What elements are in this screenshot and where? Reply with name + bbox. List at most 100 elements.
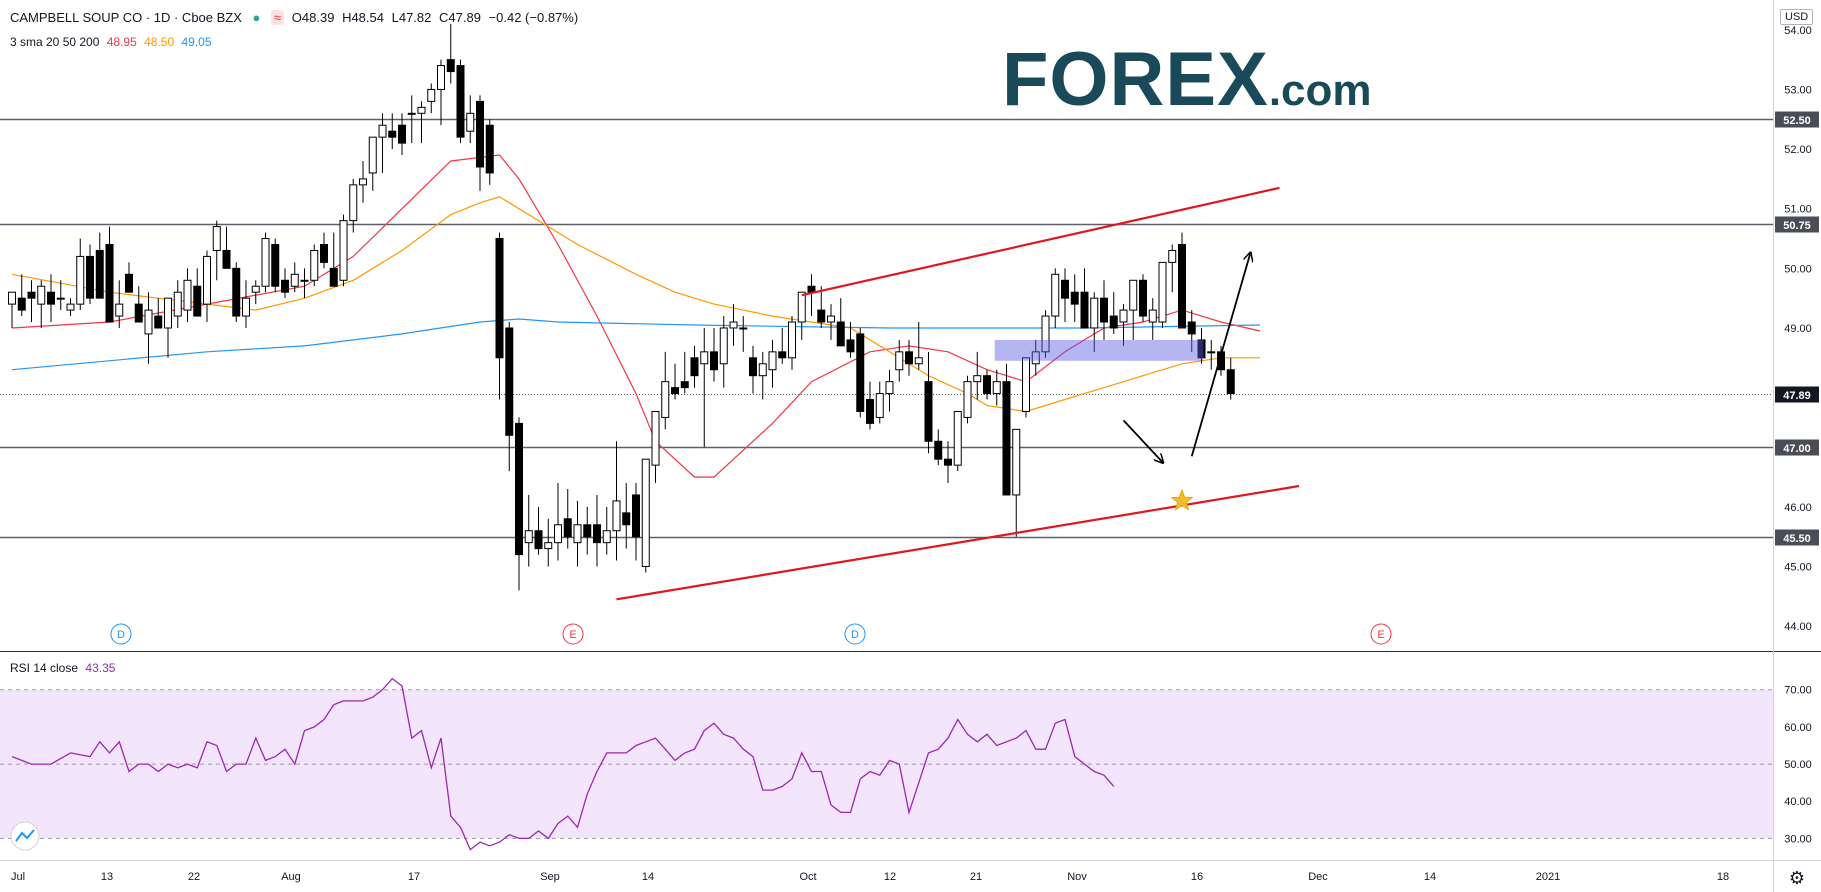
candle [212,220,221,281]
candle-body [846,339,855,353]
candle-body [622,512,631,526]
candle [115,280,124,328]
candle [534,506,543,555]
candle [134,286,143,323]
level-label-bg [1775,529,1819,546]
candle [1051,268,1060,328]
sma-legend[interactable]: 3 sma 20 50 200 48.95 48.50 49.05 [10,35,212,49]
candle-body [368,136,377,174]
compare-icon[interactable]: ≈ [271,10,285,25]
earnings-marker-label: E [569,629,576,641]
price-tick-label: 52.00 [1784,144,1812,156]
candle-body [164,297,172,329]
candle-body [95,249,104,299]
candle [378,113,387,173]
trend-line[interactable] [801,186,1280,297]
sma50-value: 48.50 [144,35,175,49]
symbol-title[interactable]: CAMPBELL SOUP CO · 1D · Cboe BZX [10,10,242,25]
candle [602,506,611,555]
candle-body [524,530,533,544]
candle-body [1109,315,1118,329]
candle [739,316,748,352]
earnings-marker[interactable] [1370,623,1392,645]
settings-gear-icon[interactable]: ⚙ [1789,868,1805,889]
candle [554,483,562,561]
candle [456,59,465,144]
candle-body [758,363,767,377]
candle-body [671,387,679,395]
price-tick-label: 49.00 [1784,323,1812,335]
candle [417,101,426,144]
projection-arrow[interactable] [1190,253,1251,457]
candle-body [885,381,894,395]
candle [515,417,523,591]
level-label-bg [1775,111,1819,128]
candle-body [729,321,738,329]
target-star-icon[interactable] [1170,488,1194,511]
candle [836,298,845,347]
candle-body [388,130,397,138]
candle-body [427,88,436,102]
candle [427,83,436,114]
sma200-value: 49.05 [181,35,212,49]
candle [914,322,923,370]
candle-body [632,494,640,538]
candle [544,518,553,567]
candle-body [1168,249,1177,263]
candle [885,369,894,412]
candle [398,113,406,156]
candle-body [602,530,611,544]
candle-body [271,243,280,287]
ohlc-low: L47.82 [391,10,432,25]
candle-body [963,381,972,418]
candle-body [505,327,514,436]
candle-body [1002,381,1011,496]
time-tick-label: Oct [799,871,816,883]
candle [778,327,787,364]
rsi-legend[interactable]: RSI 14 close 43.35 [10,661,115,675]
candle-body [866,399,874,424]
candle-body [173,291,182,317]
sma20-value: 48.95 [106,35,137,49]
candle [1207,339,1216,370]
candle [242,280,250,328]
candle-body [115,303,124,317]
trend-line[interactable] [616,484,1300,601]
candle-body [992,381,1001,395]
candle [1090,292,1099,352]
candle-body [329,267,338,287]
ohlc-open: O48.39 [291,10,335,25]
level-label: 45.50 [1783,533,1811,545]
candle-body [281,279,289,293]
candle [612,441,621,561]
price-tick-label: 51.00 [1784,204,1812,216]
time-tick-label: 22 [188,871,200,883]
candle [388,113,397,150]
time-tick-label: 14 [642,871,654,883]
candle [1109,292,1118,334]
candle-body [817,309,826,323]
candle [827,304,835,340]
dividend-marker[interactable] [844,623,866,645]
candle [719,316,728,388]
candle [895,339,904,382]
candle-body [232,267,241,317]
projection-arrow[interactable] [1122,419,1163,462]
candle-body [8,291,16,305]
earnings-marker[interactable] [562,623,584,645]
sma-20-line [11,154,1261,478]
candle [963,375,972,424]
dividend-marker[interactable] [110,623,132,645]
candle [700,327,709,448]
candle-body [1051,273,1060,317]
currency-badge[interactable]: USD [1780,9,1814,25]
candle [671,363,679,400]
candle [992,369,1001,406]
candle-body [76,255,85,305]
candle [856,327,865,418]
candle [632,483,640,561]
candle-body [924,381,933,442]
candle-body [515,422,523,556]
support-zone[interactable] [994,339,1204,361]
